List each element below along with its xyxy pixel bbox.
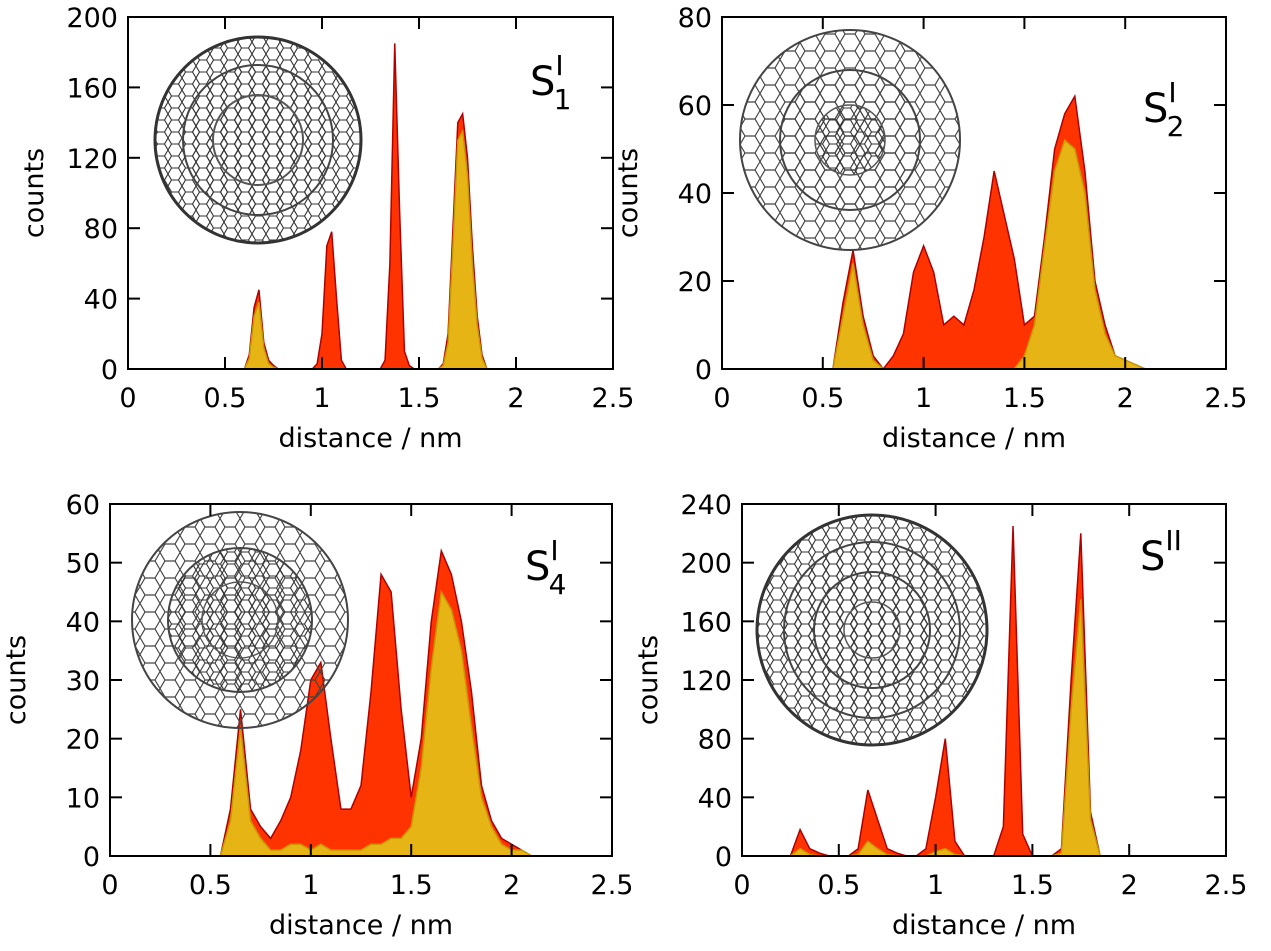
label-sub: 4 bbox=[549, 568, 567, 601]
label-sub: 2 bbox=[1167, 110, 1185, 143]
x-tick-label: 1.5 bbox=[390, 870, 433, 901]
x-tick-label: 2.5 bbox=[592, 383, 635, 414]
y-axis-label: counts bbox=[633, 635, 664, 725]
x-axis-label: distance / nm bbox=[882, 423, 1066, 454]
y-tick-label: 40 bbox=[84, 285, 118, 316]
x-tick-label: 1.5 bbox=[398, 383, 441, 414]
y-tick-label: 60 bbox=[66, 490, 100, 521]
x-tick-label: 2 bbox=[503, 870, 520, 901]
y-tick-label: 40 bbox=[678, 179, 712, 210]
label-sub: 1 bbox=[554, 83, 572, 116]
panel-label: SI 4 bbox=[525, 534, 566, 601]
x-tick-label: 0 bbox=[101, 870, 118, 901]
x-tick-label: 0.5 bbox=[801, 383, 844, 414]
y-tick-label: 120 bbox=[680, 666, 732, 697]
label-sup: II bbox=[1165, 524, 1182, 557]
x-tick-label: 2 bbox=[1121, 870, 1138, 901]
y-tick-label: 0 bbox=[715, 842, 732, 873]
x-tick-label: 0 bbox=[733, 870, 750, 901]
y-tick-label: 80 bbox=[678, 3, 712, 34]
area bbox=[219, 589, 535, 857]
y-tick-label: 0 bbox=[695, 355, 712, 386]
x-tick-label: 0 bbox=[713, 383, 730, 414]
y-tick-label: 160 bbox=[680, 607, 732, 638]
label-base: S bbox=[1143, 86, 1168, 132]
x-tick-label: 0.5 bbox=[189, 870, 232, 901]
panel-label: SII bbox=[1140, 524, 1182, 580]
x-tick-label: 1 bbox=[313, 383, 330, 414]
y-tick-label: 30 bbox=[66, 666, 100, 697]
label-sup: I bbox=[550, 534, 558, 567]
x-tick-label: 0.5 bbox=[817, 870, 860, 901]
label-sup: I bbox=[555, 49, 563, 82]
x-axis-label: distance / nm bbox=[269, 910, 453, 941]
plot-frame bbox=[127, 16, 614, 370]
label-base: S bbox=[525, 544, 550, 590]
y-tick-label: 10 bbox=[66, 783, 100, 814]
x-tick-label: 1 bbox=[915, 383, 932, 414]
x-tick-label: 2.5 bbox=[591, 870, 634, 901]
molecule-image bbox=[739, 29, 961, 251]
panel-label: SI 2 bbox=[1143, 76, 1184, 143]
y-tick-label: 20 bbox=[678, 267, 712, 298]
label-sup: I bbox=[1168, 76, 1176, 109]
molecule-image bbox=[131, 511, 349, 729]
y-tick-label: 120 bbox=[66, 144, 118, 175]
y-tick-label: 40 bbox=[66, 607, 100, 638]
y-tick-label: 0 bbox=[101, 355, 118, 386]
x-tick-label: 2 bbox=[1117, 383, 1134, 414]
y-axis-label: counts bbox=[19, 148, 50, 238]
y-tick-label: 20 bbox=[66, 725, 100, 756]
x-tick-label: 1.5 bbox=[1011, 870, 1054, 901]
label-base: S bbox=[530, 59, 555, 105]
x-axis-label: distance / nm bbox=[892, 910, 1076, 941]
y-tick-label: 50 bbox=[66, 549, 100, 580]
x-tick-label: 2.5 bbox=[1205, 870, 1248, 901]
label-base: S bbox=[1140, 534, 1165, 580]
plots bbox=[219, 43, 1146, 857]
y-axis-label: counts bbox=[613, 148, 644, 238]
molecule-image bbox=[755, 513, 989, 747]
y-tick-label: 240 bbox=[680, 490, 732, 521]
y-tick-label: 80 bbox=[84, 214, 118, 245]
x-tick-label: 1 bbox=[927, 870, 944, 901]
x-tick-label: 1 bbox=[302, 870, 319, 901]
x-axis-label: distance / nm bbox=[278, 423, 462, 454]
y-tick-label: 40 bbox=[698, 783, 732, 814]
y-tick-label: 160 bbox=[66, 73, 118, 104]
x-tick-label: 2.5 bbox=[1205, 383, 1248, 414]
panel-label: SI 1 bbox=[530, 49, 571, 116]
y-axis-label: counts bbox=[1, 635, 32, 725]
x-tick-label: 0 bbox=[119, 383, 136, 414]
y-tick-label: 80 bbox=[698, 725, 732, 756]
y-tick-label: 60 bbox=[678, 91, 712, 122]
x-tick-label: 2 bbox=[507, 383, 524, 414]
y-tick-label: 0 bbox=[83, 842, 100, 873]
x-tick-label: 0.5 bbox=[204, 383, 247, 414]
x-tick-label: 1.5 bbox=[1003, 383, 1046, 414]
y-tick-label: 200 bbox=[680, 549, 732, 580]
y-tick-label: 200 bbox=[66, 3, 118, 34]
molecule-image bbox=[153, 35, 363, 245]
